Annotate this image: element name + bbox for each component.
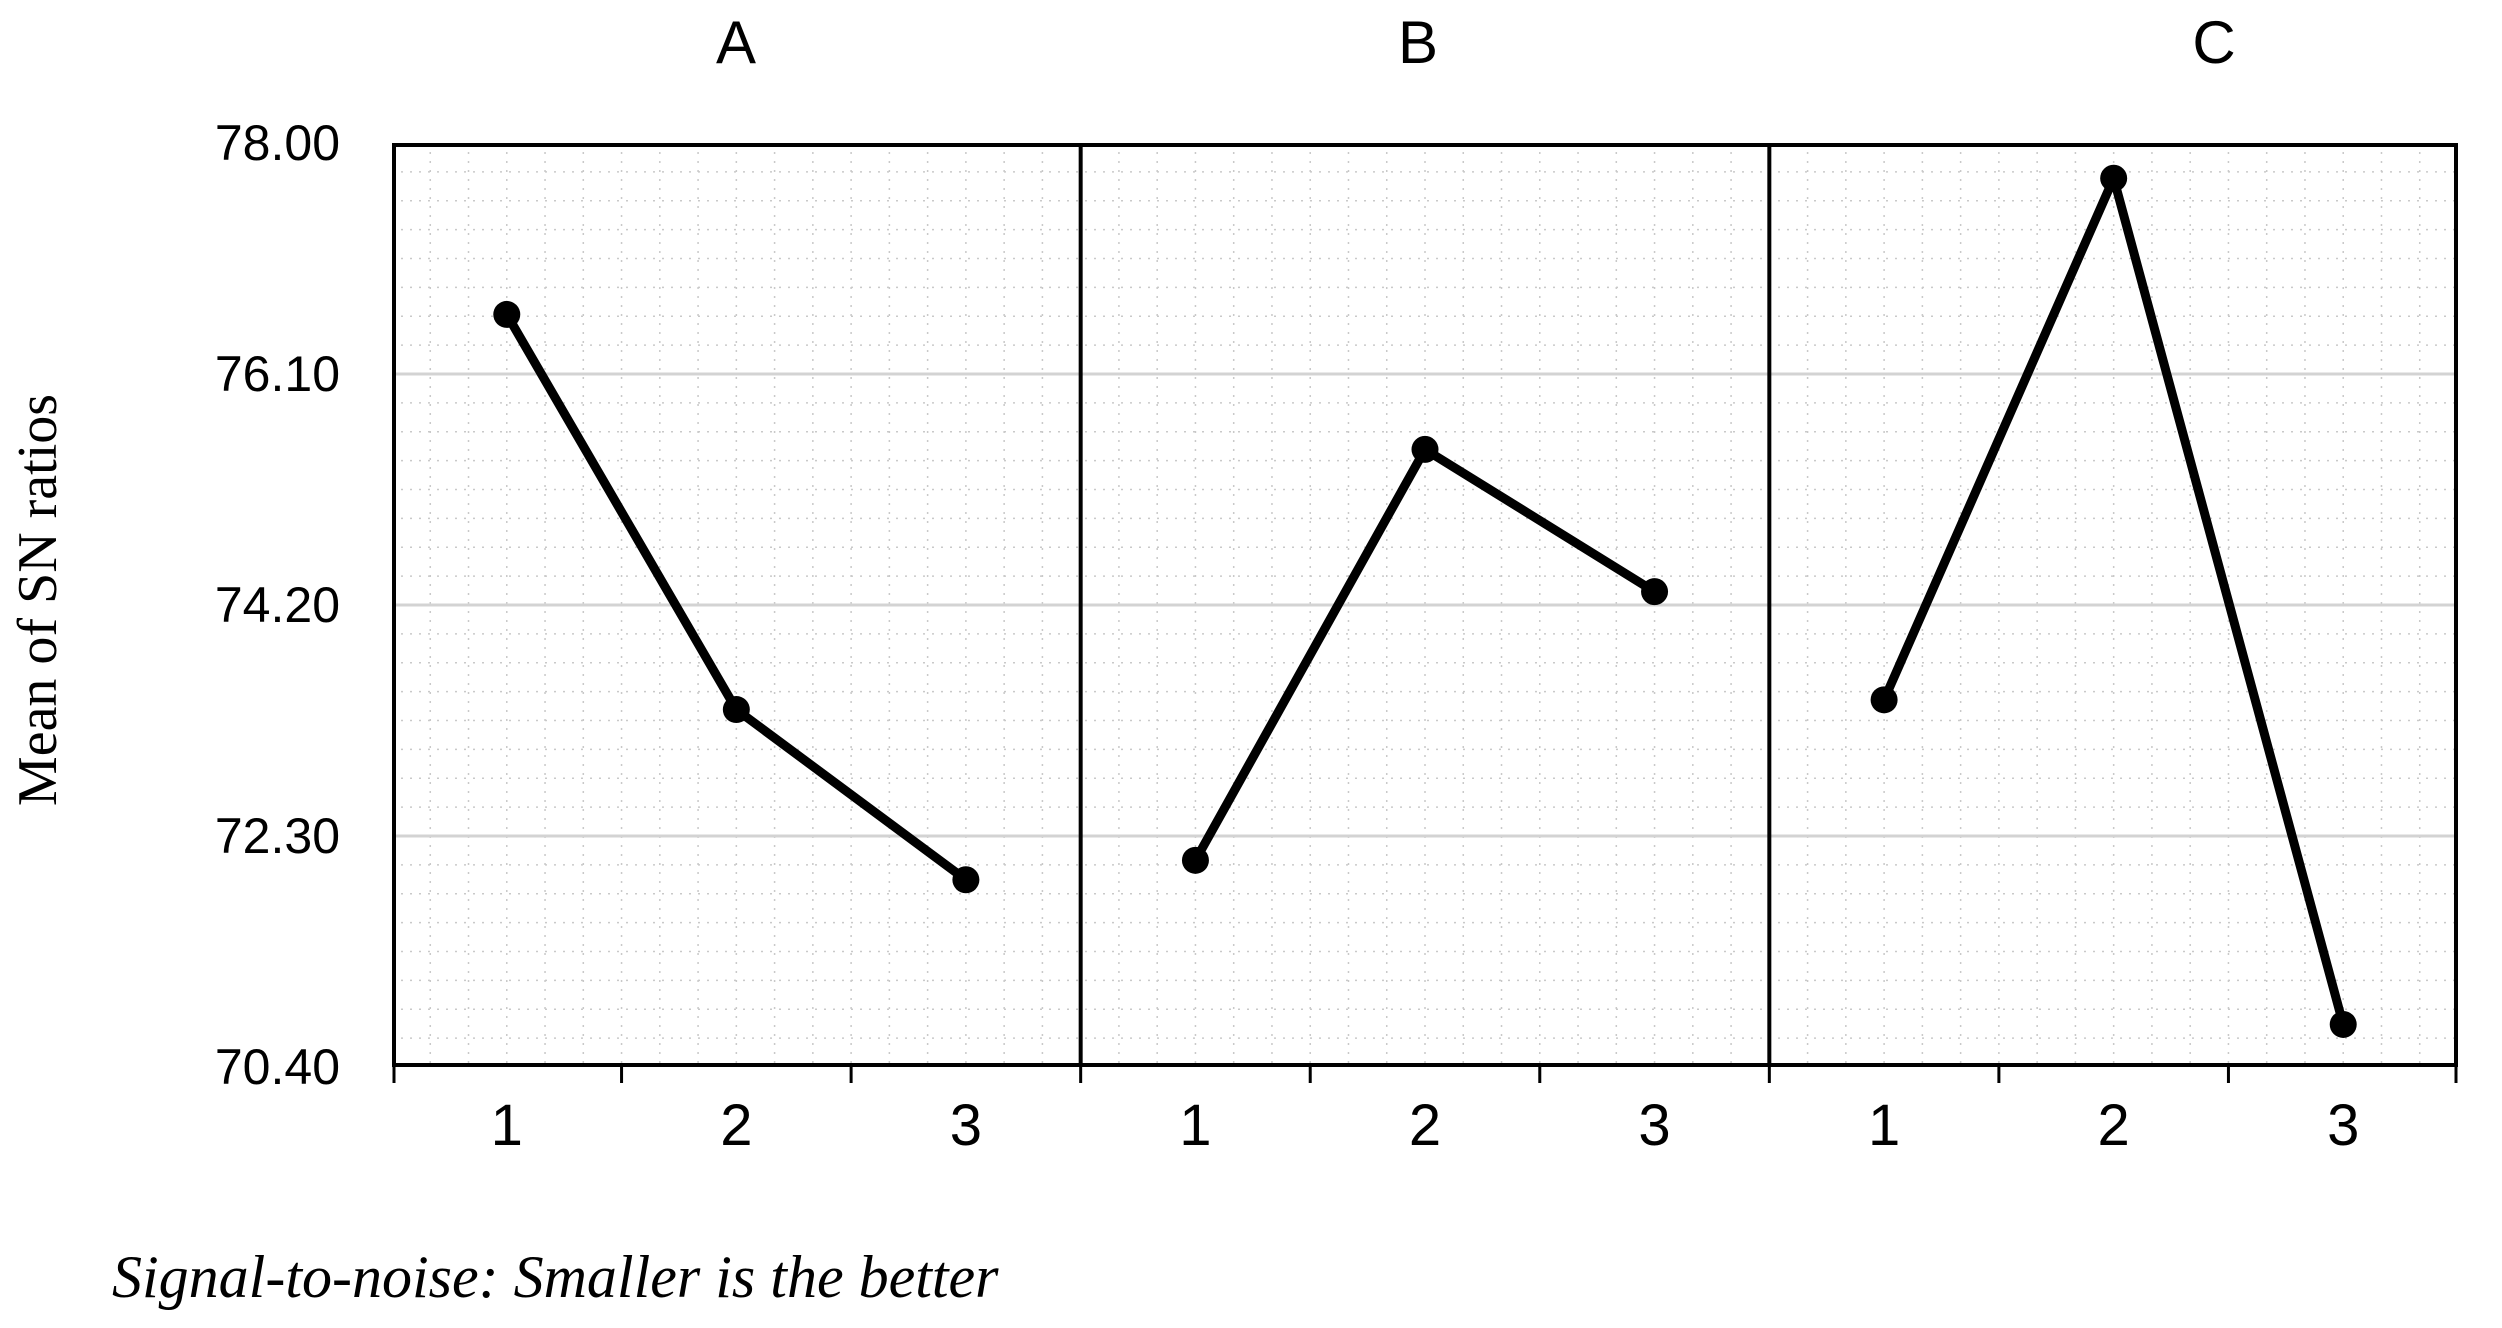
x-tick-label: 1 xyxy=(490,1093,523,1158)
data-point-a xyxy=(952,866,980,894)
panel-title-c: C xyxy=(2192,9,2236,76)
x-tick-label: 2 xyxy=(2097,1093,2130,1158)
plot-svg xyxy=(392,143,2458,1083)
data-point-b xyxy=(1641,578,1669,606)
y-tick-label: 72.30 xyxy=(214,808,340,864)
data-point-a xyxy=(493,300,521,328)
y-tick-label: 76.10 xyxy=(214,346,340,402)
data-point-c xyxy=(1870,686,1898,714)
panel-title-a: A xyxy=(715,9,757,76)
data-point-c xyxy=(2100,164,2128,192)
x-tick-label: 2 xyxy=(720,1093,753,1158)
x-tick-label: 1 xyxy=(1179,1093,1212,1158)
x-tick-label: 3 xyxy=(949,1093,982,1158)
plot-border xyxy=(392,143,2458,1067)
x-tick-label: 1 xyxy=(1867,1093,1901,1158)
figure-caption: Signal-to-noise: Smaller is the better xyxy=(112,1244,999,1310)
y-tick-label: 70.40 xyxy=(214,1039,340,1095)
x-tick-label: 2 xyxy=(1408,1093,1442,1158)
y-tick-label: 78.00 xyxy=(214,115,340,171)
data-point-c xyxy=(2329,1010,2357,1038)
x-tick-label: 3 xyxy=(2327,1093,2360,1158)
data-point-b xyxy=(1181,846,1209,874)
x-tick-label: 3 xyxy=(1638,1093,1671,1158)
data-point-b xyxy=(1411,435,1439,463)
panel-title-b: B xyxy=(1397,9,1439,76)
data-point-a xyxy=(722,696,750,724)
y-tick-label: 74.20 xyxy=(214,577,340,633)
